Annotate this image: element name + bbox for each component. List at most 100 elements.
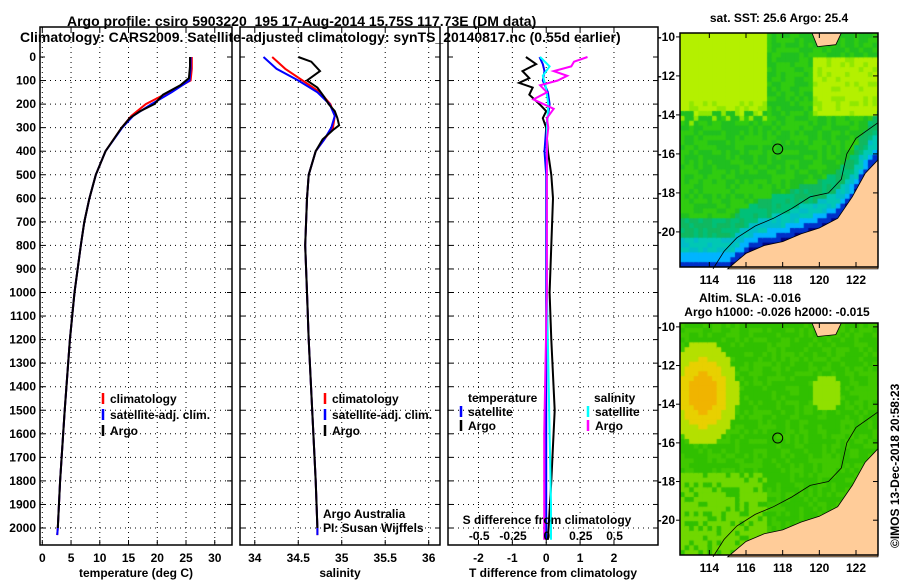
lon-tick-label: 120 bbox=[809, 561, 829, 575]
x-tick-label: 35 bbox=[335, 551, 349, 565]
plot-frame bbox=[239, 26, 441, 546]
temperature-panel bbox=[39, 26, 233, 546]
lat-tick-label: -14 bbox=[658, 108, 676, 122]
legend-label: Argo bbox=[110, 424, 138, 438]
s-tick-label: -0.5 bbox=[469, 529, 490, 543]
map-title: Altim. SLA: -0.016 bbox=[699, 291, 801, 305]
series-line-satellite-adj-clim- bbox=[56, 57, 192, 536]
x-tick-label: 30 bbox=[208, 551, 222, 565]
legend-heading: temperature bbox=[468, 391, 538, 405]
y-tick-label: 800 bbox=[16, 238, 36, 252]
x-tick-label: 5 bbox=[68, 551, 75, 565]
legend-label: satellite-adj. clim. bbox=[110, 408, 210, 422]
y-tick-label: 1100 bbox=[10, 309, 36, 323]
map-title: sat. SST: 25.6 Argo: 25.4 bbox=[710, 11, 849, 25]
lat-tick-label: -20 bbox=[658, 513, 676, 527]
lon-tick-label: 114 bbox=[700, 273, 720, 287]
difference-panel bbox=[447, 26, 659, 546]
s-tick-label: 0.25 bbox=[569, 529, 593, 543]
float-location-marker bbox=[772, 432, 784, 444]
lat-tick-label: -18 bbox=[658, 475, 676, 489]
y-tick-label: 200 bbox=[16, 97, 36, 111]
sla-map bbox=[676, 322, 879, 558]
annotation-text: Argo Australia bbox=[323, 507, 406, 521]
y-tick-label: 100 bbox=[16, 74, 36, 88]
legend-label: Argo bbox=[468, 419, 496, 433]
x-tick-label: 0 bbox=[39, 551, 46, 565]
lat-tick-label: -10 bbox=[658, 30, 676, 44]
title-line-1: Argo profile: csiro 5903220_195 17-Aug-2… bbox=[67, 13, 537, 29]
y-tick-label: 500 bbox=[16, 168, 36, 182]
x-tick-label: 25 bbox=[179, 551, 193, 565]
series-line-salinity-argo bbox=[531, 56, 588, 540]
s-tick-label: -0.25 bbox=[499, 529, 527, 543]
y-tick-label: 1800 bbox=[9, 474, 36, 488]
x-tick-label: 10 bbox=[93, 551, 107, 565]
lat-tick-label: -20 bbox=[658, 225, 676, 239]
x-tick-label: 36 bbox=[422, 551, 436, 565]
lat-tick-label: -16 bbox=[658, 147, 676, 161]
y-tick-label: 1400 bbox=[9, 380, 36, 394]
depth-contour bbox=[712, 122, 879, 270]
sst-map bbox=[676, 32, 879, 270]
y-tick-label: 1500 bbox=[9, 403, 36, 417]
y-tick-label: 2000 bbox=[9, 521, 36, 535]
float-location-marker bbox=[772, 143, 784, 155]
annotation-text: PI: Susan Wijffels bbox=[323, 521, 424, 535]
plot-frame bbox=[39, 26, 233, 546]
series-line-argo bbox=[56, 57, 191, 529]
lon-tick-label: 118 bbox=[773, 273, 793, 287]
land-australia bbox=[726, 158, 879, 270]
title-line-2: Climatology: CARS2009. Satellite-adjuste… bbox=[20, 29, 621, 45]
legend-label: satellite-adj. clim. bbox=[332, 408, 432, 422]
y-tick-label: 600 bbox=[16, 191, 36, 205]
x-tick-label: 34 bbox=[248, 551, 262, 565]
lat-tick-label: -12 bbox=[658, 359, 676, 373]
lon-tick-label: 120 bbox=[809, 273, 829, 287]
lon-tick-label: 116 bbox=[736, 273, 756, 287]
x-axis-label: salinity bbox=[319, 566, 361, 580]
legend-label: Argo bbox=[595, 419, 623, 433]
s-tick-label: 0.5 bbox=[606, 529, 623, 543]
lon-tick-label: 118 bbox=[773, 561, 793, 575]
x-axis-label: T difference from climatology bbox=[469, 566, 637, 580]
y-tick-label: 400 bbox=[16, 144, 36, 158]
x-tick-label: -2 bbox=[473, 551, 484, 565]
x-axis-label: temperature (deg C) bbox=[79, 566, 193, 580]
land-island bbox=[811, 32, 842, 48]
lat-tick-label: -14 bbox=[658, 397, 676, 411]
legend-label: climatology bbox=[332, 392, 399, 406]
y-tick-label: 1900 bbox=[9, 497, 36, 511]
series-line-satellite-adj-clim- bbox=[262, 56, 336, 536]
lat-tick-label: -12 bbox=[658, 69, 676, 83]
land-australia bbox=[726, 447, 879, 558]
lon-tick-label: 116 bbox=[736, 561, 756, 575]
legend-label: climatology bbox=[110, 392, 177, 406]
lon-tick-label: 114 bbox=[700, 561, 720, 575]
plot-frame bbox=[447, 26, 659, 546]
legend-heading: salinity bbox=[594, 391, 636, 405]
y-tick-label: 300 bbox=[16, 121, 36, 135]
series-line-temperature-argo bbox=[516, 56, 556, 540]
lat-tick-label: -10 bbox=[658, 320, 676, 334]
s-axis-label: S difference from climatology bbox=[463, 513, 632, 527]
s-tick-label: 0 bbox=[544, 529, 551, 543]
x-tick-label: -1 bbox=[507, 551, 518, 565]
x-tick-label: 34.5 bbox=[287, 551, 311, 565]
series-line-climatology bbox=[56, 57, 193, 536]
x-tick-label: 1 bbox=[577, 551, 584, 565]
y-tick-label: 1200 bbox=[9, 333, 36, 347]
lat-tick-label: -16 bbox=[658, 436, 676, 450]
salinity-panel bbox=[239, 26, 441, 546]
y-tick-label: 700 bbox=[16, 215, 36, 229]
legend-label: satellite bbox=[468, 405, 513, 419]
lat-tick-label: -18 bbox=[658, 186, 676, 200]
x-tick-label: 20 bbox=[151, 551, 165, 565]
lon-tick-label: 122 bbox=[846, 561, 866, 575]
depth-contour bbox=[712, 411, 879, 558]
x-tick-label: 15 bbox=[122, 551, 136, 565]
map-frame bbox=[679, 322, 879, 556]
legend-label: Argo bbox=[332, 424, 360, 438]
legend-label: satellite bbox=[595, 405, 640, 419]
x-tick-label: 0 bbox=[543, 551, 550, 565]
